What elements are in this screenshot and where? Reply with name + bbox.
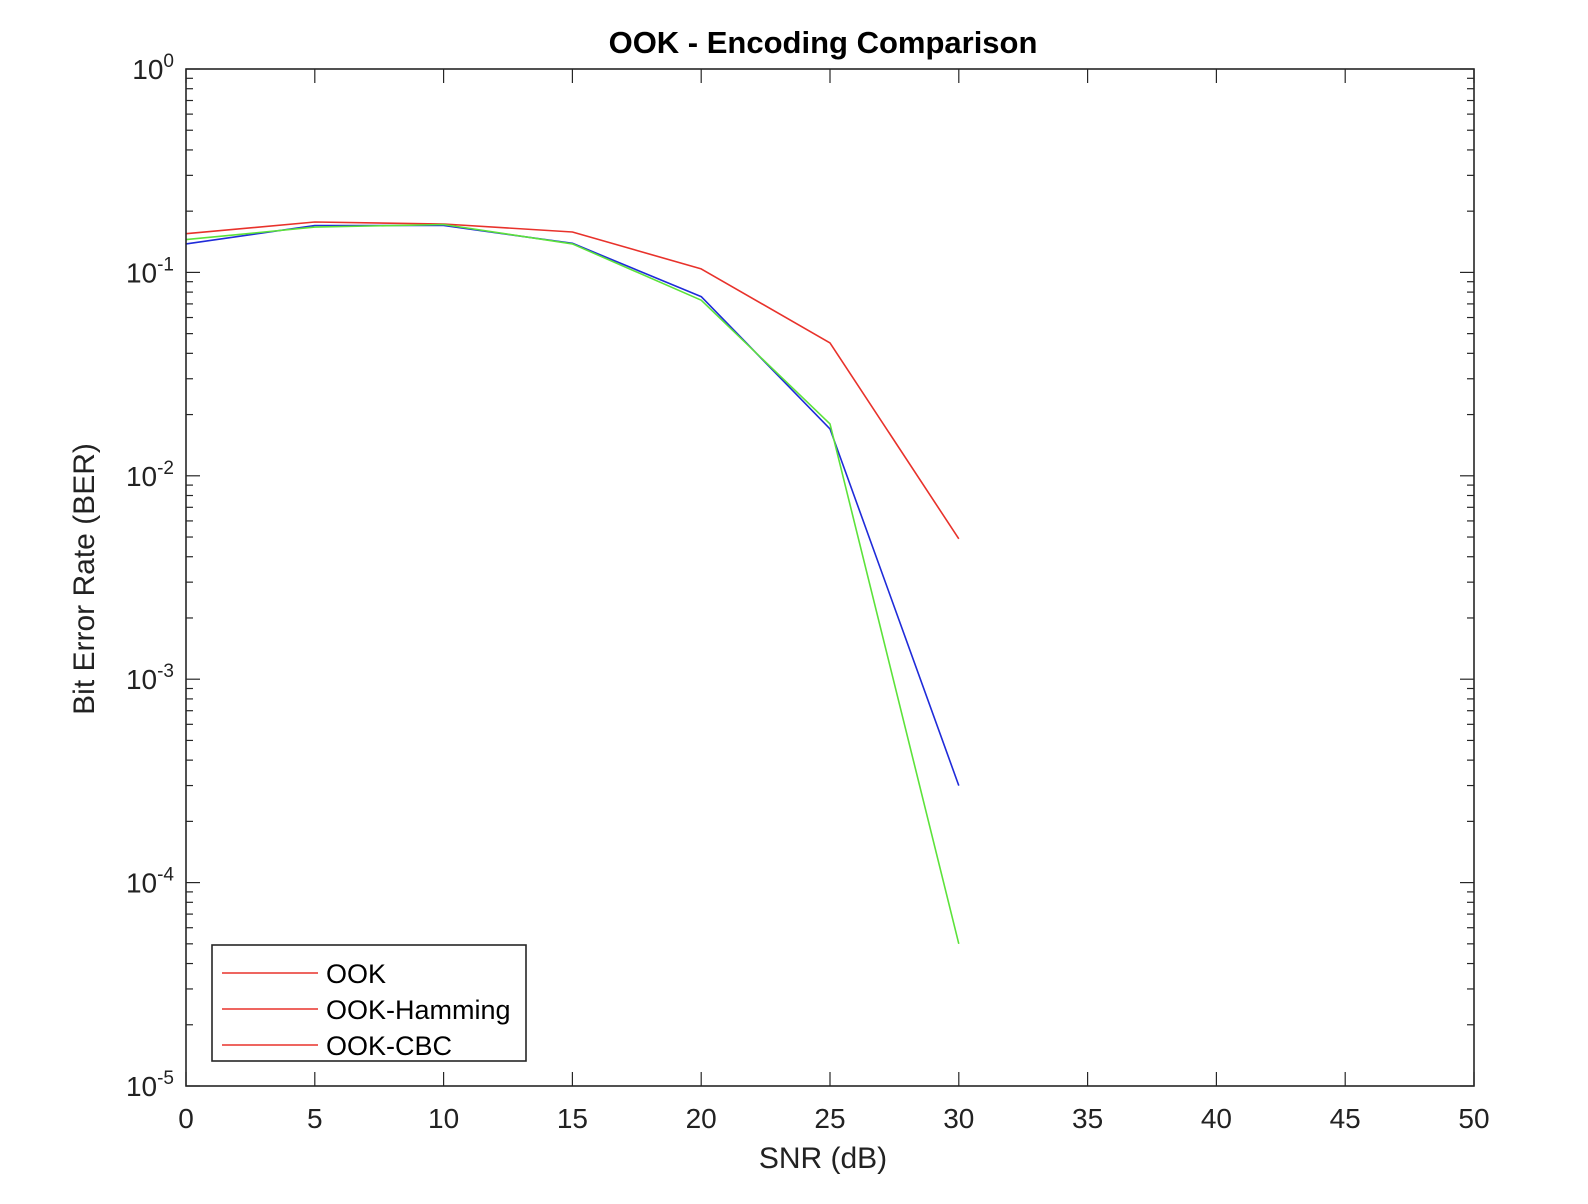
legend-label: OOK xyxy=(326,959,386,989)
x-tick-label: 50 xyxy=(1458,1103,1489,1134)
x-tick-label: 10 xyxy=(428,1103,459,1134)
series-lines xyxy=(185,221,960,944)
y-tick-label: 10-3 xyxy=(126,661,174,695)
y-tick-labels: 100 10-1 10-2 10-3 10-4 10-5 xyxy=(126,51,174,1102)
y-tick-label: 10-5 xyxy=(126,1068,174,1102)
x-tick-label: 35 xyxy=(1072,1103,1103,1134)
axis-ticks xyxy=(185,68,1475,1087)
legend-label: OOK-CBC xyxy=(326,1031,452,1061)
x-tick-label: 25 xyxy=(814,1103,845,1134)
x-tick-label: 20 xyxy=(686,1103,717,1134)
plot-frame xyxy=(185,68,1475,1087)
x-tick-label: 30 xyxy=(943,1103,974,1134)
x-tick-label: 40 xyxy=(1201,1103,1232,1134)
y-tick-label: 100 xyxy=(132,51,174,85)
x-tick-label: 0 xyxy=(178,1103,194,1134)
x-tick-label: 45 xyxy=(1330,1103,1361,1134)
y-tick-label: 10-4 xyxy=(126,865,174,899)
x-axis-label: SNR (dB) xyxy=(759,1142,887,1175)
y-tick-label: 10-2 xyxy=(126,458,174,492)
series-line-ook-cbc xyxy=(185,223,960,944)
x-tick-label: 5 xyxy=(307,1103,323,1134)
legend-label: OOK-Hamming xyxy=(326,995,511,1025)
series-line-ook xyxy=(185,221,960,540)
chart-title: OOK - Encoding Comparison xyxy=(609,25,1038,60)
y-axis-label: Bit Error Rate (BER) xyxy=(68,443,101,715)
x-tick-label: 15 xyxy=(557,1103,588,1134)
legend-box xyxy=(211,944,527,1062)
series-line-ook-hamming xyxy=(185,224,960,786)
x-tick-labels: 0 5 10 15 20 25 30 35 40 45 50 xyxy=(178,1103,1489,1134)
y-tick-label: 10-1 xyxy=(126,254,174,288)
legend: OOK OOK-Hamming OOK-CBC xyxy=(211,944,527,1062)
